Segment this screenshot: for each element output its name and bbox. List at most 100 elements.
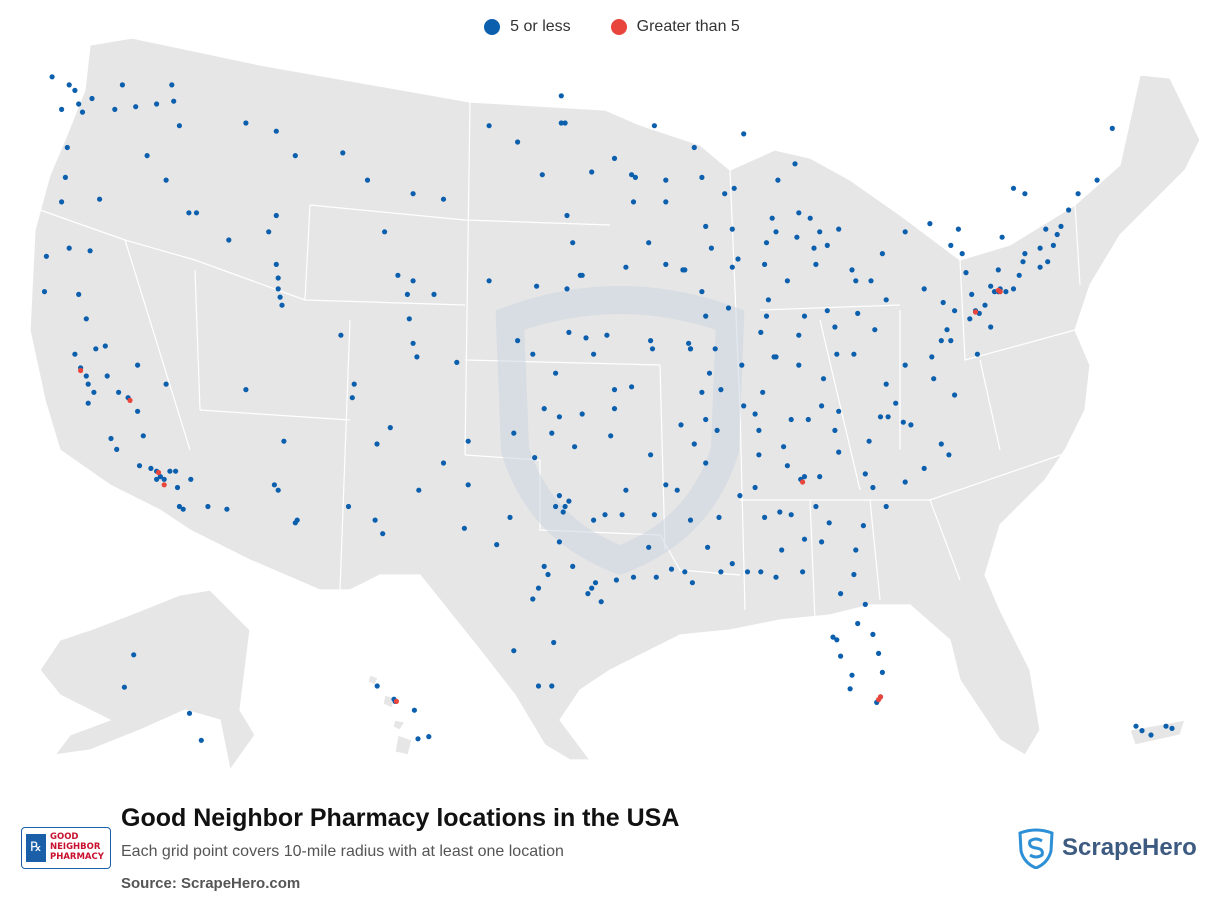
location-dot [879,251,886,257]
location-dot [758,329,764,335]
location-dot [940,299,946,306]
location-dot [860,523,867,529]
location-dot [551,639,557,646]
location-dot [613,577,620,583]
location-dot [883,297,889,303]
location-dot [266,229,272,235]
location-dot [779,547,785,553]
location-dot [948,338,954,344]
location-dot [796,210,802,216]
location-dot [243,120,249,126]
location-dot-high [78,367,84,374]
location-dot [663,199,669,205]
location-dot [292,153,298,159]
location-dot [832,324,838,330]
location-dot [66,245,72,251]
usa-location-map [29,37,1201,772]
location-dot [154,476,160,482]
location-dot [591,517,597,523]
location-dot [855,620,861,627]
scrapehero-wordmark: ScrapeHero [1062,834,1197,861]
location-dot [539,172,545,178]
map-title: Good Neighbor Pharmacy locations in the … [121,804,680,832]
location-dot [729,226,735,232]
location-dot [116,389,122,395]
location-dot [566,498,572,504]
location-dot [611,406,618,412]
location-dot [1037,264,1043,270]
location-dot [465,438,471,444]
location-dot [765,297,772,303]
location-dot [188,476,194,482]
location-dot [1066,207,1072,213]
location-dot [144,153,150,159]
location-dot [623,487,629,493]
location-dot [119,82,125,88]
location-dot [174,484,181,491]
location-dot [114,446,120,452]
location-dot [85,400,91,406]
location-dot [807,215,813,221]
location-dot [773,229,779,235]
contiguous-us-shape [29,37,1201,761]
location-dot [866,438,872,444]
location-dot [275,275,281,281]
location-dot [579,411,585,417]
location-dot [345,503,352,510]
location-dot [59,199,65,205]
location-dot [883,503,889,510]
location-dot [632,174,639,180]
location-dot [777,509,783,515]
location-dot [739,362,745,368]
location-dot [668,566,675,572]
location-dot [826,520,832,526]
location-dot [1139,728,1145,734]
location-dot-high [972,309,979,315]
location-dot [440,460,447,466]
location-dot [553,503,559,510]
location-dot [938,441,944,447]
location-dot [41,289,48,295]
legend-item-high: Greater than 5 [610,18,740,36]
location-dot [995,267,1001,273]
location-dot [849,267,855,273]
location-dot [1022,191,1028,197]
location-dot [893,400,899,406]
location-dot [494,542,500,548]
location-dot [834,351,840,357]
location-dot [687,517,694,523]
location-dot [410,340,416,346]
location-dot [648,338,654,344]
location-dot [515,338,521,344]
location-dot [900,419,906,425]
location-dot [687,346,694,352]
location-dot [819,539,825,545]
location-dot [771,354,777,360]
location-dot [756,427,762,433]
good-neighbor-pharmacy-logo: ℞ GOOD NEIGHBOR PHARMACY [21,827,111,869]
location-dot [416,487,422,493]
location-dot [275,487,281,493]
scrapehero-logo: ScrapeHero [1016,827,1197,869]
location-dot [414,354,420,360]
location-dot [611,155,618,161]
location-dot [938,338,944,344]
location-dot [154,101,160,107]
location-dot [967,316,973,322]
location-dot [598,599,604,605]
location-dot [705,544,711,550]
location-dot [560,509,566,515]
location-dot [619,512,625,518]
location-dot [511,648,517,654]
location-dot [931,376,937,382]
location-dot [135,408,141,414]
location-dot [169,82,175,88]
location-dot [553,370,559,376]
location-dot [801,536,808,542]
location-dot [224,506,230,512]
location-dot [535,683,542,689]
location-dot [824,308,830,314]
location-dot [836,226,842,232]
location-dot [530,351,536,357]
location-dot [902,229,908,235]
